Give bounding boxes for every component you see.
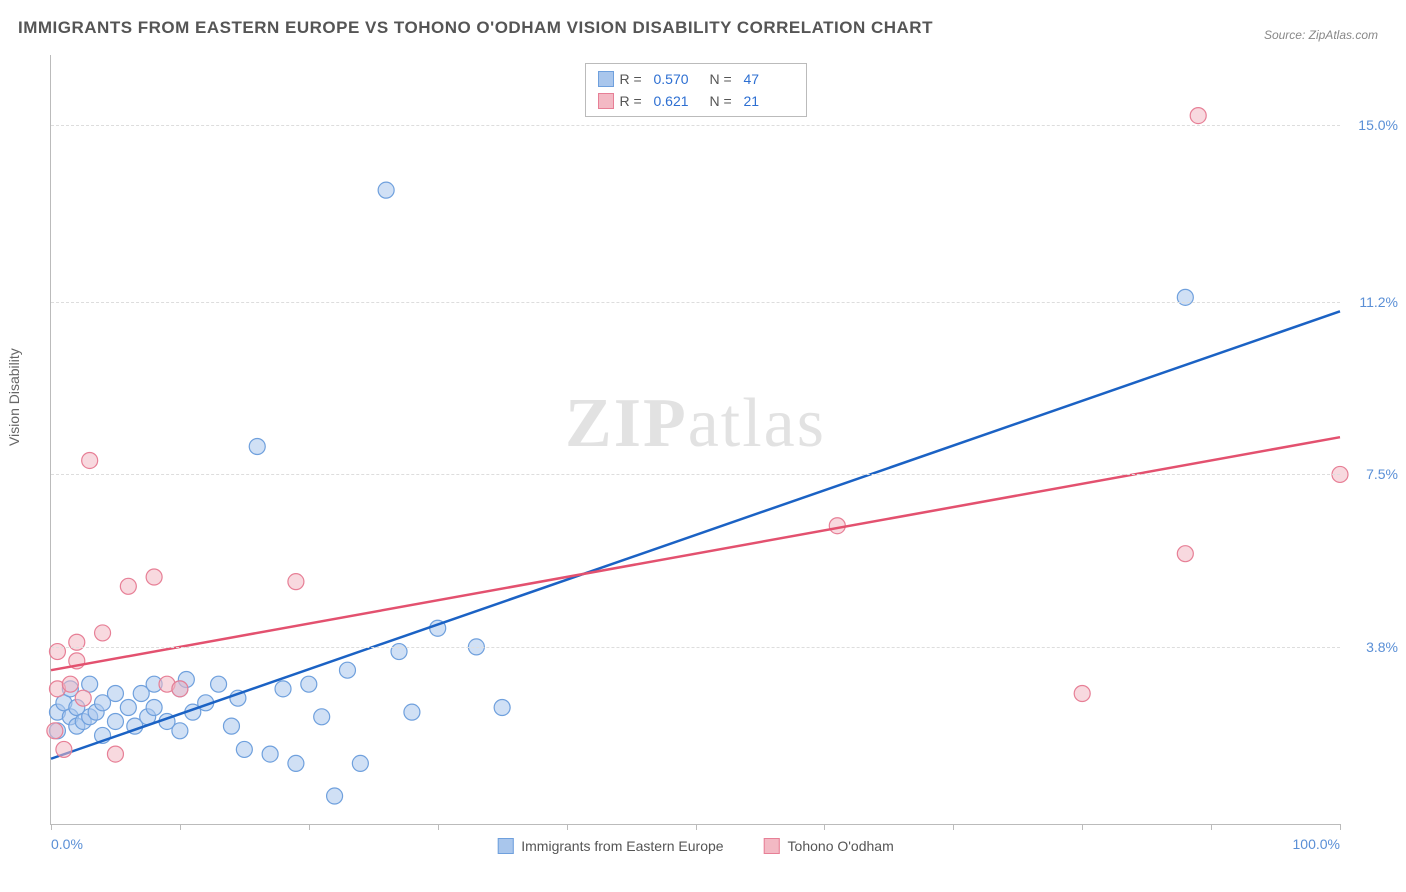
x-tick: [696, 824, 697, 830]
scatter-point: [120, 578, 136, 594]
scatter-point: [288, 574, 304, 590]
x-tick: [1211, 824, 1212, 830]
x-tick: [309, 824, 310, 830]
swatch-icon: [764, 838, 780, 854]
x-tick-label: 0.0%: [51, 836, 83, 852]
scatter-point: [107, 713, 123, 729]
x-tick: [438, 824, 439, 830]
swatch-icon: [497, 838, 513, 854]
scatter-point: [1190, 108, 1206, 124]
scatter-point: [1177, 546, 1193, 562]
plot-area: ZIPatlas R = 0.570 N = 47 R = 0.621 N = …: [50, 55, 1340, 825]
y-tick-label: 11.2%: [1359, 294, 1398, 310]
scatter-point: [47, 723, 63, 739]
scatter-point: [339, 662, 355, 678]
source-label: Source:: [1264, 28, 1305, 42]
x-tick: [51, 824, 52, 830]
legend-correlation-box: R = 0.570 N = 47 R = 0.621 N = 21: [585, 63, 807, 117]
trend-line: [51, 437, 1340, 670]
scatter-point: [62, 676, 78, 692]
n-label: N =: [710, 90, 738, 112]
y-tick-label: 7.5%: [1366, 466, 1398, 482]
scatter-point: [146, 699, 162, 715]
x-tick: [953, 824, 954, 830]
scatter-point: [494, 699, 510, 715]
scatter-point: [378, 182, 394, 198]
n-value: 21: [744, 90, 794, 112]
scatter-point: [82, 452, 98, 468]
series-name: Immigrants from Eastern Europe: [521, 838, 723, 854]
x-tick: [1340, 824, 1341, 830]
r-label: R =: [620, 90, 648, 112]
scatter-point: [404, 704, 420, 720]
swatch-icon: [598, 71, 614, 87]
trend-line: [51, 311, 1340, 758]
n-label: N =: [710, 68, 738, 90]
scatter-point: [236, 741, 252, 757]
scatter-point: [172, 681, 188, 697]
scatter-point: [172, 723, 188, 739]
r-value: 0.570: [654, 68, 704, 90]
r-value: 0.621: [654, 90, 704, 112]
chart-title: IMMIGRANTS FROM EASTERN EUROPE VS TOHONO…: [18, 18, 933, 38]
n-value: 47: [744, 68, 794, 90]
scatter-point: [301, 676, 317, 692]
legend-item-series-0: Immigrants from Eastern Europe: [497, 838, 723, 854]
scatter-point: [211, 676, 227, 692]
gridline: [51, 302, 1340, 303]
scatter-point: [352, 755, 368, 771]
scatter-point: [314, 709, 330, 725]
r-label: R =: [620, 68, 648, 90]
scatter-point: [262, 746, 278, 762]
scatter-point: [327, 788, 343, 804]
legend-row-series-0: R = 0.570 N = 47: [598, 68, 794, 90]
scatter-point: [107, 746, 123, 762]
legend-series-names: Immigrants from Eastern Europe Tohono O'…: [497, 838, 894, 854]
x-tick-label: 100.0%: [1293, 836, 1340, 852]
y-tick-label: 3.8%: [1366, 639, 1398, 655]
scatter-point: [95, 625, 111, 641]
source-attribution: Source: ZipAtlas.com: [1264, 28, 1378, 42]
y-tick-label: 15.0%: [1358, 117, 1398, 133]
scatter-point: [1074, 686, 1090, 702]
legend-row-series-1: R = 0.621 N = 21: [598, 90, 794, 112]
y-axis-label: Vision Disability: [6, 348, 22, 446]
scatter-plot-svg: [51, 55, 1340, 824]
scatter-point: [120, 699, 136, 715]
chart-container: IMMIGRANTS FROM EASTERN EUROPE VS TOHONO…: [0, 0, 1406, 892]
gridline: [51, 474, 1340, 475]
source-value: ZipAtlas.com: [1309, 28, 1378, 42]
x-tick: [824, 824, 825, 830]
scatter-point: [288, 755, 304, 771]
scatter-point: [223, 718, 239, 734]
scatter-point: [275, 681, 291, 697]
scatter-point: [829, 518, 845, 534]
swatch-icon: [598, 93, 614, 109]
series-name: Tohono O'odham: [788, 838, 894, 854]
x-tick: [567, 824, 568, 830]
scatter-point: [75, 690, 91, 706]
scatter-point: [249, 438, 265, 454]
legend-item-series-1: Tohono O'odham: [764, 838, 894, 854]
gridline: [51, 125, 1340, 126]
scatter-point: [56, 741, 72, 757]
gridline: [51, 647, 1340, 648]
x-tick: [1082, 824, 1083, 830]
x-tick: [180, 824, 181, 830]
scatter-point: [146, 569, 162, 585]
scatter-point: [107, 686, 123, 702]
